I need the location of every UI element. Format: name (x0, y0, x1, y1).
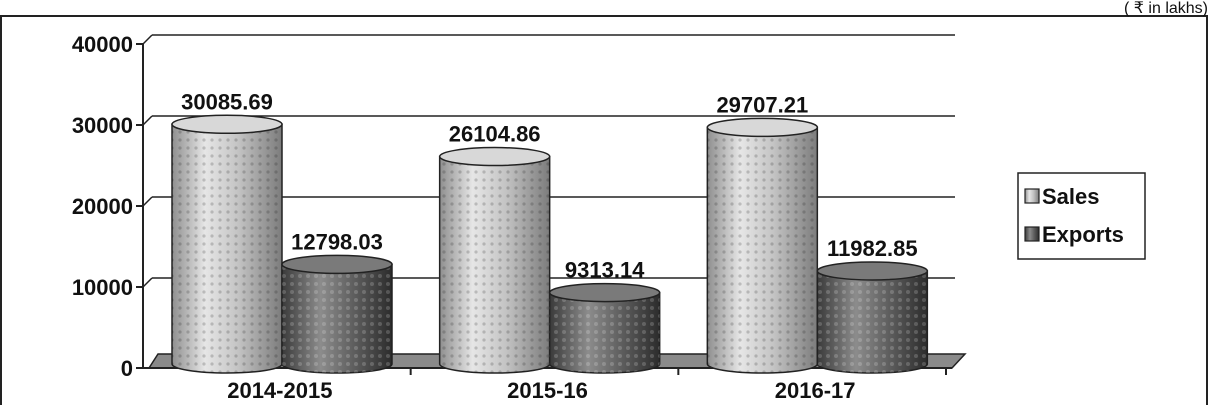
y-tick-label: 10000 (72, 275, 133, 300)
bar-exports-2016-17-texture (817, 270, 928, 374)
plot-area: 0 10000 20000 30000 40000 2014-2015 30085.69 12… (72, 32, 967, 403)
y-tick-label: 40000 (72, 32, 133, 57)
gridline-side (142, 277, 153, 288)
bar-exports-2015-16-texture (549, 292, 660, 374)
bar-sales-2014-2015-top (171, 114, 283, 135)
gridline-side (142, 115, 153, 126)
y-tick-label: 30000 (72, 113, 133, 138)
x-category-label: 2016-17 (775, 378, 856, 403)
bar-sales-2016-17-texture (707, 127, 818, 374)
bar-sales-2014-2015-texture (172, 124, 282, 373)
data-label: 29707.21 (716, 92, 808, 117)
bar-exports-2014-2015-top (281, 254, 393, 275)
legend: Sales Exports (1017, 172, 1146, 260)
unit-note: ( ₹ in lakhs) (1124, 0, 1208, 17)
legend-swatch-exports (1024, 226, 1040, 242)
y-tick-label: 20000 (72, 194, 133, 219)
gridline-side (142, 196, 153, 207)
x-category-label: 2014-2015 (227, 378, 332, 403)
bar-sales-2015-16-top (438, 146, 551, 167)
bar-sales-2016-17-top (706, 117, 819, 138)
legend-label-sales: Sales (1042, 184, 1100, 209)
data-label: 9313.14 (565, 258, 645, 283)
bar-exports-2014-2015-texture (282, 264, 392, 373)
legend-swatch-sales (1024, 188, 1040, 204)
x-category-label: 2015-16 (507, 378, 588, 403)
legend-box (1017, 172, 1146, 260)
bar-exports-2015-16-top (548, 282, 661, 303)
data-label: 30085.69 (181, 89, 273, 114)
bar-sales-2015-16-texture (439, 156, 550, 373)
y-tick-label: 0 (121, 356, 133, 381)
gridline-side (142, 34, 153, 45)
bar-exports-2016-17-top (816, 261, 929, 281)
data-label: 12798.03 (291, 229, 383, 254)
legend-label-exports: Exports (1042, 222, 1124, 247)
data-label: 11982.85 (827, 236, 918, 261)
data-label: 26104.86 (449, 122, 541, 147)
chart-frame (0, 15, 1208, 405)
